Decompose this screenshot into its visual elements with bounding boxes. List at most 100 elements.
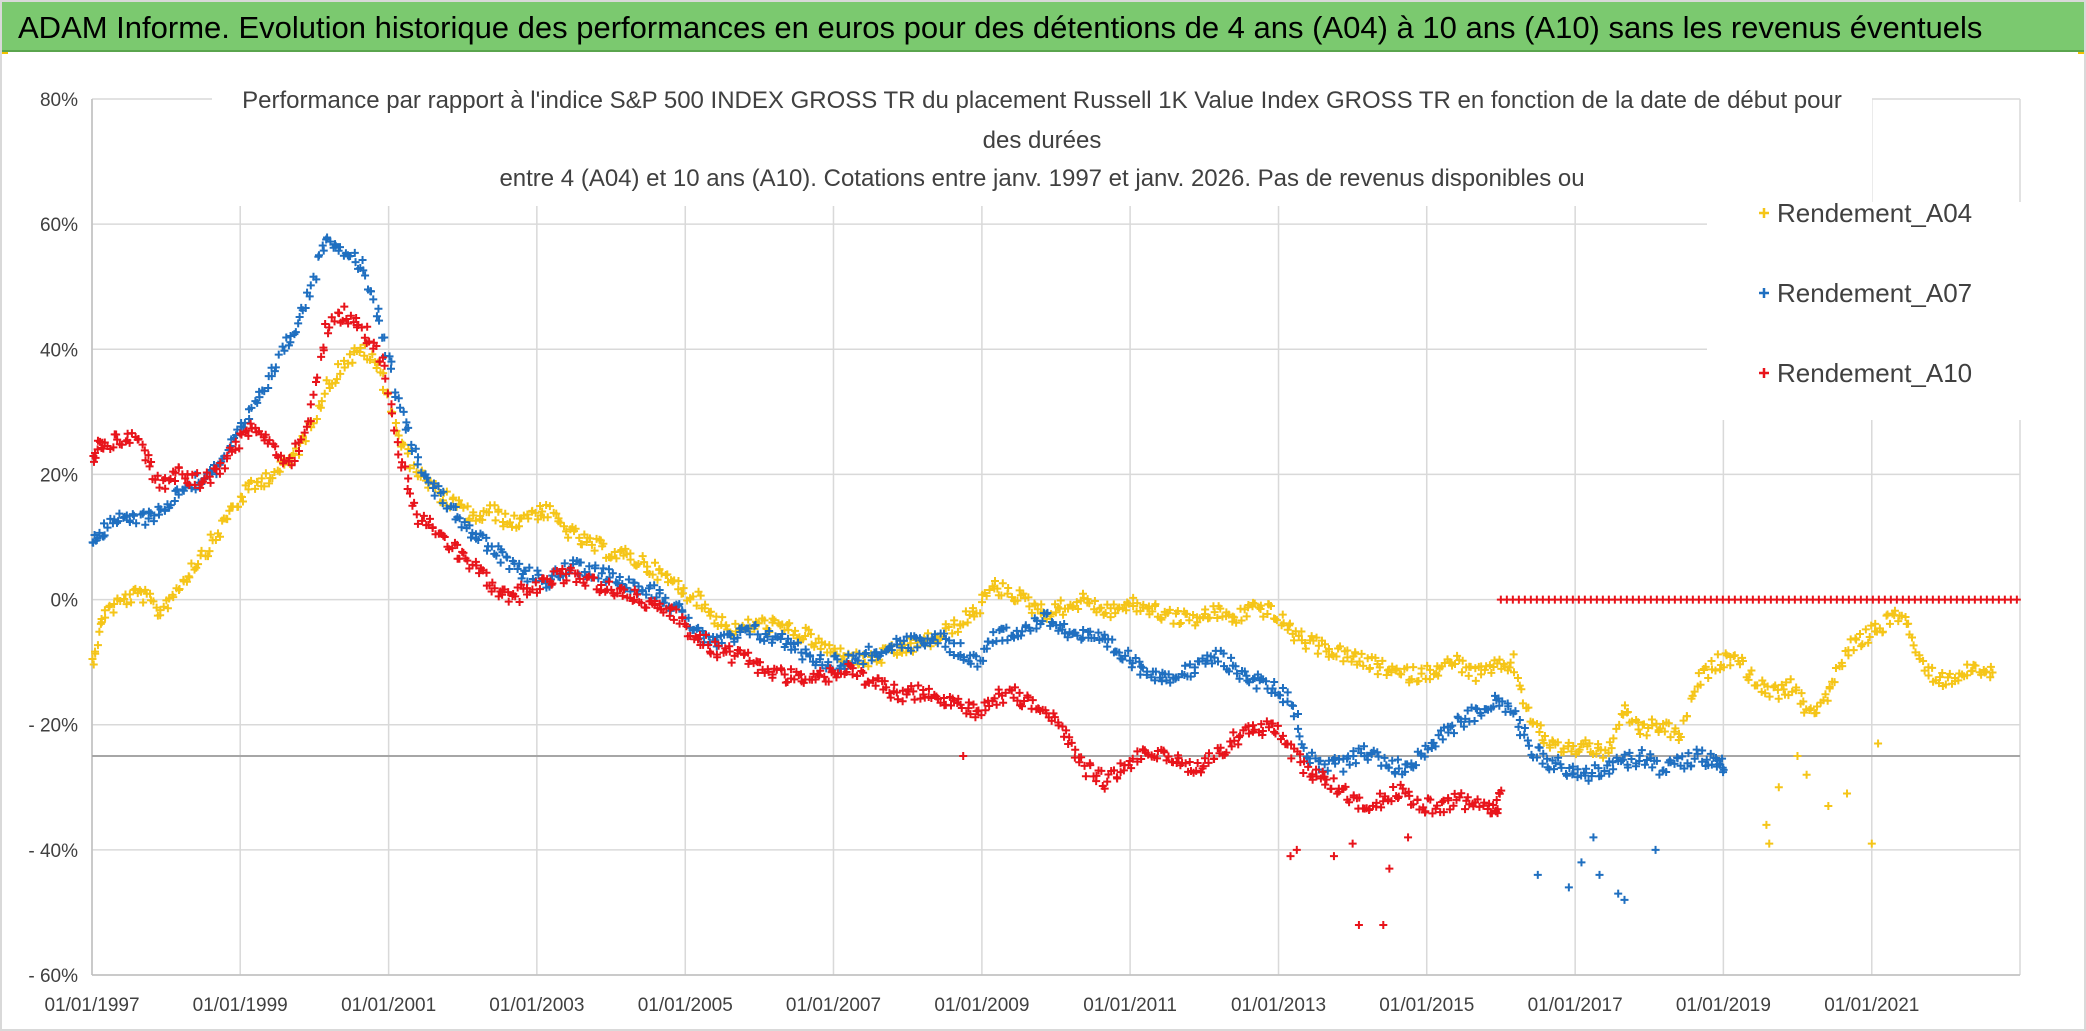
data-point xyxy=(1529,718,1538,727)
data-point xyxy=(332,375,341,384)
data-point xyxy=(1730,651,1739,660)
data-point xyxy=(1312,765,1321,774)
data-point xyxy=(753,630,762,639)
data-point xyxy=(161,484,170,493)
data-point xyxy=(1510,668,1518,677)
data-point xyxy=(993,584,1002,593)
data-point xyxy=(1115,648,1124,657)
data-point xyxy=(768,670,777,679)
data-point xyxy=(265,436,274,445)
data-point xyxy=(405,464,414,473)
data-point xyxy=(216,532,225,541)
data-point xyxy=(1573,765,1582,774)
data-point xyxy=(704,641,713,650)
data-point xyxy=(1090,596,1099,605)
data-point xyxy=(968,604,977,613)
data-point xyxy=(323,233,332,242)
data-point xyxy=(1438,735,1447,744)
data-point xyxy=(274,350,283,359)
data-point xyxy=(1492,795,1501,804)
data-point xyxy=(1489,801,1498,810)
data-point xyxy=(89,660,98,669)
data-point xyxy=(1131,653,1140,662)
data-point xyxy=(458,547,467,556)
data-point xyxy=(261,430,270,439)
data-point xyxy=(419,511,428,520)
data-point xyxy=(1109,600,1118,609)
data-point xyxy=(402,418,411,427)
data-point xyxy=(99,532,108,541)
data-point xyxy=(325,323,334,332)
data-point xyxy=(1409,800,1418,809)
data-point xyxy=(620,585,629,594)
data-point xyxy=(1286,852,1295,861)
data-point xyxy=(910,695,919,704)
data-point xyxy=(490,501,499,510)
data-point xyxy=(1301,644,1310,653)
data-point xyxy=(1216,743,1225,752)
data-point xyxy=(892,688,901,697)
data-point xyxy=(1825,684,1834,693)
data-point xyxy=(543,513,552,522)
data-point xyxy=(1608,758,1617,767)
data-point xyxy=(694,623,703,632)
data-point xyxy=(914,681,923,690)
data-point xyxy=(1384,763,1393,772)
data-point xyxy=(151,475,160,484)
data-point xyxy=(1551,759,1560,768)
legend-marker xyxy=(1759,208,1769,218)
data-point xyxy=(459,503,468,512)
data-point xyxy=(1092,771,1101,780)
data-point xyxy=(632,590,641,599)
data-point xyxy=(558,565,567,574)
data-point xyxy=(1351,759,1360,768)
data-point xyxy=(1762,820,1771,829)
data-point xyxy=(1536,721,1545,730)
data-point xyxy=(562,570,571,579)
data-point xyxy=(864,678,873,687)
data-point xyxy=(1823,696,1832,705)
data-point xyxy=(793,638,802,647)
data-point xyxy=(1652,756,1661,765)
data-point xyxy=(1413,795,1422,804)
data-point xyxy=(1482,662,1491,671)
data-point xyxy=(1704,673,1713,682)
legend-marker xyxy=(1759,368,1769,378)
legend: Rendement_A04 Rendement_A07 Rendement_A10 xyxy=(1759,198,1972,388)
data-point xyxy=(1569,769,1578,778)
data-point xyxy=(387,400,396,409)
data-point xyxy=(515,559,524,568)
data-point xyxy=(358,255,367,264)
data-point xyxy=(763,632,772,641)
data-point xyxy=(966,710,975,719)
data-point xyxy=(1614,889,1623,898)
data-point xyxy=(193,469,202,478)
data-point xyxy=(394,394,403,403)
data-point xyxy=(545,502,554,511)
data-point xyxy=(510,511,519,520)
data-point xyxy=(1081,772,1090,781)
data-point xyxy=(989,628,998,637)
data-point xyxy=(1607,744,1616,753)
data-point xyxy=(1038,617,1047,626)
data-point xyxy=(672,605,681,614)
data-point xyxy=(261,469,270,478)
data-point xyxy=(959,653,968,662)
data-point xyxy=(139,598,148,607)
data-point xyxy=(1553,738,1562,747)
data-point xyxy=(109,608,118,617)
data-point xyxy=(753,668,762,677)
data-point xyxy=(1788,687,1797,696)
data-point xyxy=(1867,621,1876,630)
data-point xyxy=(1193,618,1202,627)
data-point xyxy=(1455,793,1464,802)
data-point xyxy=(1449,729,1458,738)
data-point xyxy=(216,459,225,468)
data-point xyxy=(1377,803,1386,812)
x-tick-label: 01/01/2021 xyxy=(1824,995,1919,1016)
data-point xyxy=(1151,600,1160,609)
data-point xyxy=(140,446,149,455)
data-point xyxy=(346,311,355,320)
data-point xyxy=(344,319,353,328)
data-point xyxy=(736,627,745,636)
